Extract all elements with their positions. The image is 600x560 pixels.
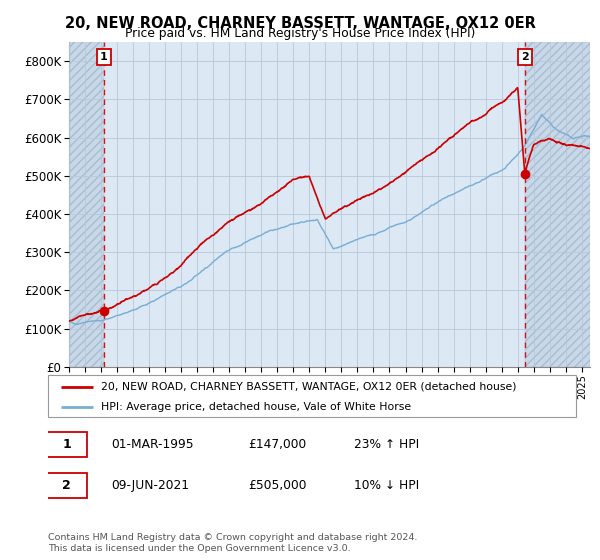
Text: Price paid vs. HM Land Registry's House Price Index (HPI): Price paid vs. HM Land Registry's House … <box>125 27 475 40</box>
Text: 1: 1 <box>62 438 71 451</box>
Bar <box>69 42 104 367</box>
Text: 01-MAR-1995: 01-MAR-1995 <box>112 438 194 451</box>
Text: HPI: Average price, detached house, Vale of White Horse: HPI: Average price, detached house, Vale… <box>101 402 411 412</box>
Text: 09-JUN-2021: 09-JUN-2021 <box>112 479 190 492</box>
Text: 23% ↑ HPI: 23% ↑ HPI <box>354 438 419 451</box>
Text: 2: 2 <box>521 52 529 62</box>
Text: £505,000: £505,000 <box>248 479 307 492</box>
Text: Contains HM Land Registry data © Crown copyright and database right 2024.
This d: Contains HM Land Registry data © Crown c… <box>48 533 418 553</box>
Text: 10% ↓ HPI: 10% ↓ HPI <box>354 479 419 492</box>
FancyBboxPatch shape <box>47 432 86 457</box>
Text: 2: 2 <box>62 479 71 492</box>
Bar <box>525 42 590 367</box>
FancyBboxPatch shape <box>47 473 86 498</box>
Text: 20, NEW ROAD, CHARNEY BASSETT, WANTAGE, OX12 0ER (detached house): 20, NEW ROAD, CHARNEY BASSETT, WANTAGE, … <box>101 382 516 392</box>
Text: 1: 1 <box>100 52 107 62</box>
FancyBboxPatch shape <box>48 375 576 417</box>
Text: £147,000: £147,000 <box>248 438 307 451</box>
Bar <box>525 42 590 367</box>
Bar <box>69 42 104 367</box>
Text: 20, NEW ROAD, CHARNEY BASSETT, WANTAGE, OX12 0ER: 20, NEW ROAD, CHARNEY BASSETT, WANTAGE, … <box>65 16 535 31</box>
